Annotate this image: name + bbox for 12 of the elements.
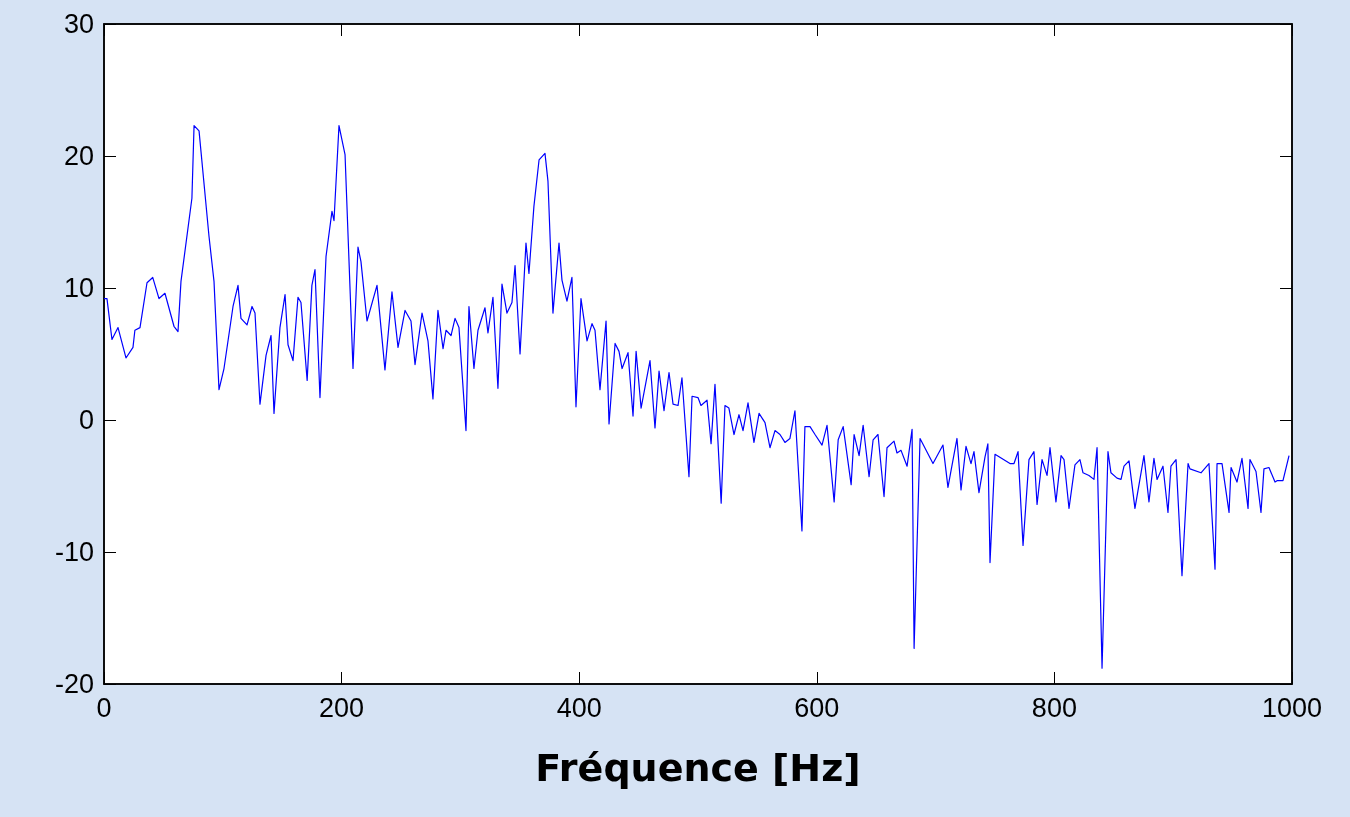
x-tick-label: 400	[556, 692, 602, 723]
x-tick-label: 800	[1031, 692, 1077, 723]
y-tick-label: 30	[63, 9, 94, 39]
x-tick-label: 200	[319, 692, 365, 723]
x-tick-label: 1000	[1261, 692, 1323, 723]
y-tick-label: 20	[63, 141, 94, 171]
x-tick-label: 600	[794, 692, 840, 723]
y-tick-label: -10	[54, 537, 94, 567]
y-tick-label: -20	[54, 669, 94, 699]
x-axis-title: Fréquence [Hz]	[535, 746, 861, 790]
y-tick-label: 10	[63, 273, 94, 303]
y-tick-label: 0	[78, 405, 94, 435]
